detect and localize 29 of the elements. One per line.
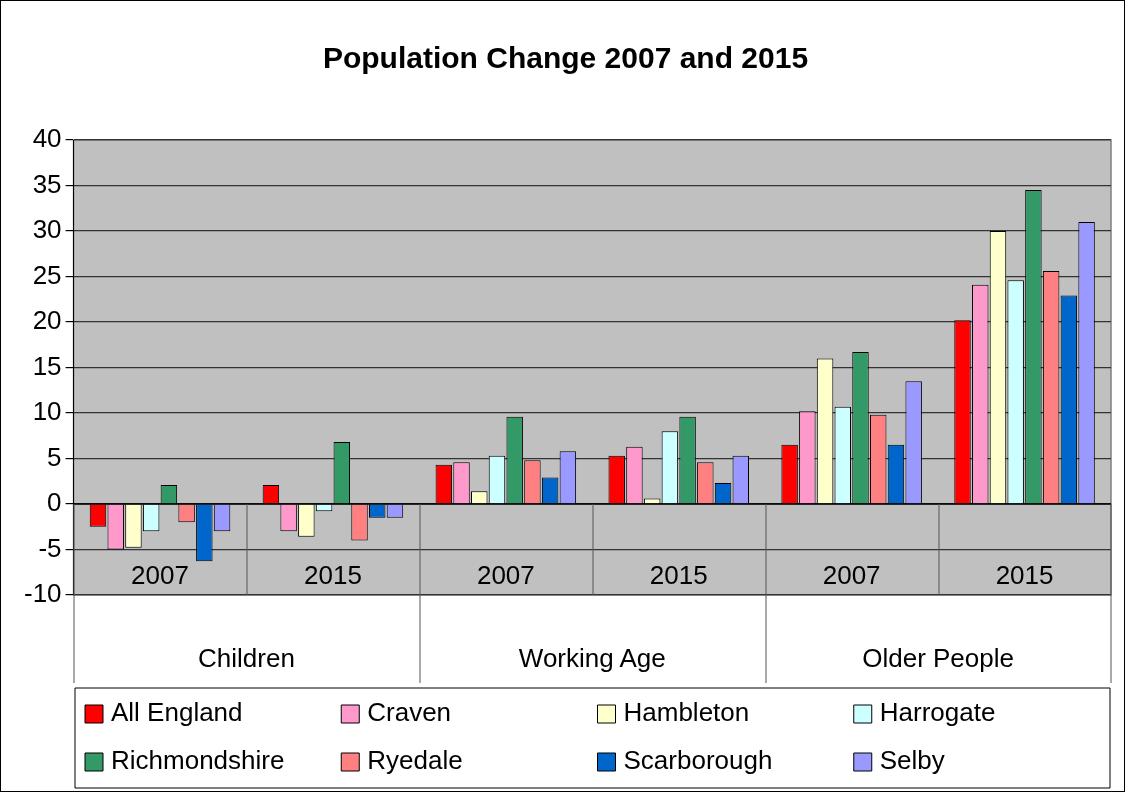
y-tick-label: -5 — [38, 532, 62, 563]
x-tick-label: 2007 — [476, 560, 535, 591]
legend-label: Harrogate — [879, 697, 996, 728]
x-tick-label: 2007 — [131, 560, 189, 591]
y-tick-label: 40 — [32, 123, 62, 154]
y-tick-label: 15 — [32, 350, 62, 381]
text: Older People — [862, 643, 1014, 674]
chart-title: Population Change 2007 and 2015 — [322, 41, 809, 75]
legend-label: Craven — [367, 697, 452, 728]
legend-label: All England — [111, 697, 243, 728]
x-tick-label: 2015 — [649, 560, 708, 591]
y-tick-label: -10 — [24, 578, 62, 609]
legend-label: Selby — [879, 745, 945, 776]
y-tick-label: 20 — [32, 305, 62, 336]
legend-label: Hambleton — [623, 697, 750, 728]
x-tick-label: 2015 — [995, 560, 1054, 591]
x-tick-label: 2015 — [304, 560, 362, 591]
text: Children — [198, 643, 295, 674]
y-tick-label: 0 — [47, 487, 62, 518]
y-tick-label: 5 — [47, 441, 62, 472]
y-tick-label: 30 — [32, 214, 62, 245]
y-tick-label: 35 — [32, 168, 62, 199]
legend-label: Ryedale — [367, 745, 463, 776]
legend-label: Richmondshire — [111, 745, 285, 776]
legend-label: Scarborough — [623, 745, 773, 776]
y-tick-label: 25 — [32, 259, 62, 290]
text: Working Age — [518, 643, 666, 674]
y-tick-label: 10 — [32, 396, 62, 427]
x-tick-label: 2007 — [822, 560, 881, 591]
